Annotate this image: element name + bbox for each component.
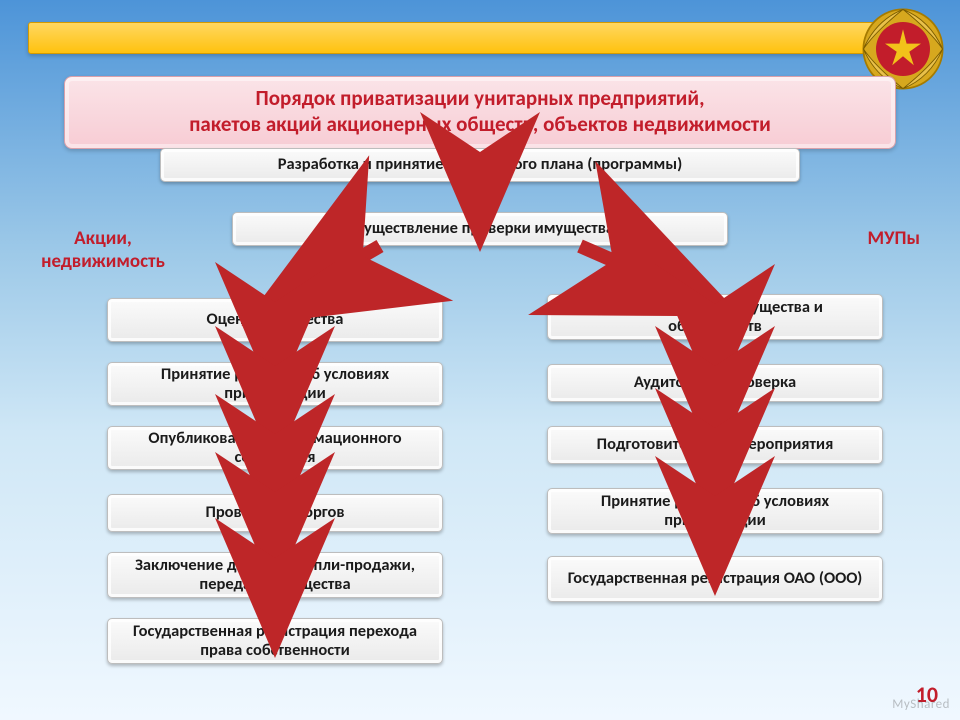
- node-l6: Государственная регистрация перехода пра…: [107, 618, 443, 664]
- label-left: Акции,недвижимость: [38, 228, 168, 274]
- node-l4: Проведение торгов: [107, 494, 443, 532]
- node-plan: Разработка и принятие прогнозного плана …: [160, 148, 800, 182]
- top-bar-container: [28, 22, 932, 54]
- node-l5: Заключение договора купли-продажи, перед…: [107, 552, 443, 598]
- node-r5: Государственная регистрация ОАО (ООО): [547, 556, 883, 602]
- node-r3: Подготовительные мероприятия: [547, 426, 883, 464]
- label-right: МУПы: [867, 228, 920, 251]
- node-check: Осуществление проверки имущества: [232, 212, 728, 246]
- title-line1: Порядок приватизации унитарных предприят…: [89, 85, 871, 111]
- title-line2: пакетов акций акционерных обществ, объек…: [89, 111, 871, 137]
- watermark: MyShared: [892, 697, 950, 712]
- top-bar: [28, 22, 932, 54]
- node-r2: Аудиторская проверка: [547, 364, 883, 402]
- node-l2: Принятие решения об условиях приватизаци…: [107, 362, 443, 406]
- title-box: Порядок приватизации унитарных предприят…: [64, 76, 896, 149]
- node-r1: Инвентаризация имущества и обязательств: [547, 294, 883, 340]
- node-l1: Оценка имущества: [107, 298, 443, 342]
- node-l3: Опубликование информационного сообщения: [107, 426, 443, 470]
- node-r4: Принятие решения об условиях приватизаци…: [547, 488, 883, 534]
